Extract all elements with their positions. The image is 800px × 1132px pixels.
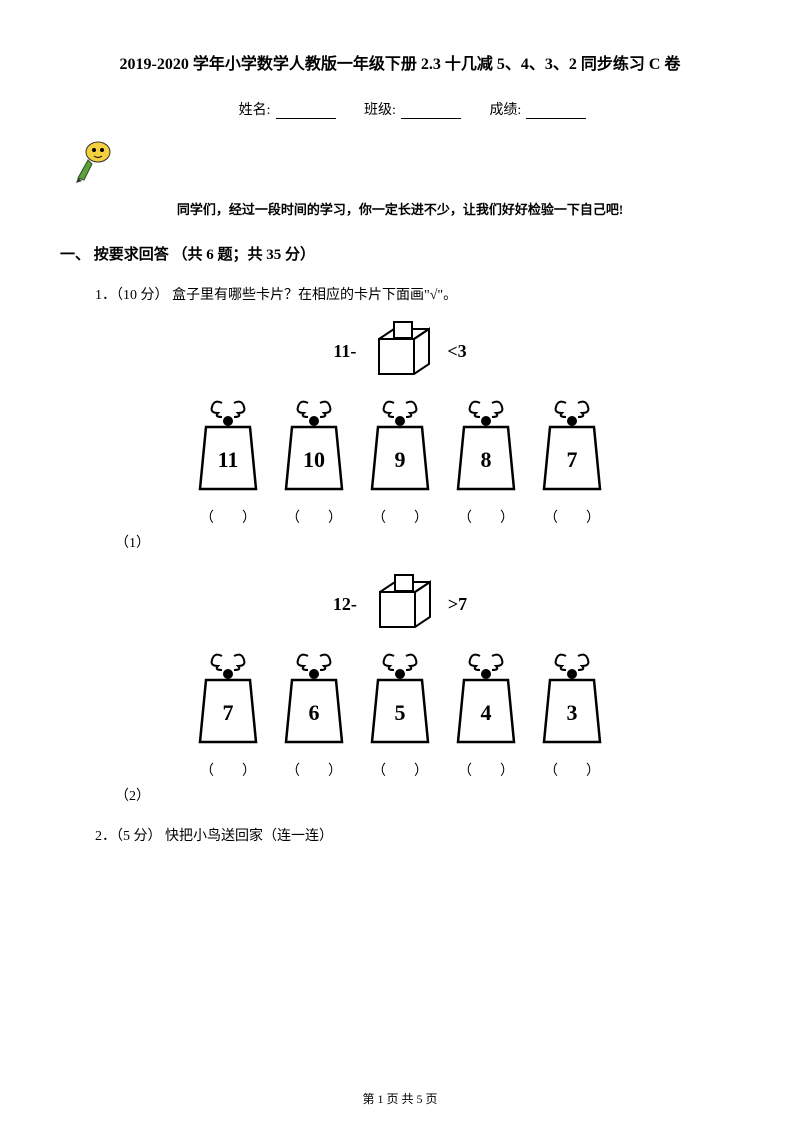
card-item: 9 (366, 399, 434, 499)
svg-text:9: 9 (395, 447, 406, 472)
intro-text: 同学们，经过一段时间的学习，你一定长进不少，让我们好好检验一下自己吧! (60, 199, 740, 218)
paren-row-1: （ ） （ ） （ ） （ ） （ ） (60, 507, 740, 527)
expr-right-1: <3 (447, 341, 466, 362)
svg-text:8: 8 (481, 447, 492, 472)
svg-text:6: 6 (309, 700, 320, 725)
expr-left-1: 11- (333, 341, 356, 362)
answer-paren[interactable]: （ ） (452, 760, 520, 780)
card-item: 5 (366, 652, 434, 752)
figure-1: 11- <3 11 10 9 8 7 （ ） （ ） （ ） （ ） （ ） (60, 319, 740, 527)
score-blank[interactable] (526, 103, 586, 119)
box-icon (365, 572, 440, 637)
svg-text:11: 11 (218, 447, 239, 472)
answer-paren[interactable]: （ ） (366, 507, 434, 527)
card-item: 7 (538, 399, 606, 499)
answer-paren[interactable]: （ ） (280, 507, 348, 527)
cards-row-2: 7 6 5 4 3 (60, 652, 740, 752)
box-icon (364, 319, 439, 384)
card-item: 6 (280, 652, 348, 752)
svg-text:5: 5 (395, 700, 406, 725)
svg-text:7: 7 (567, 447, 578, 472)
answer-paren[interactable]: （ ） (452, 507, 520, 527)
page-footer: 第 1 页 共 5 页 (0, 1090, 800, 1107)
score-label: 成绩: (489, 103, 521, 118)
paren-row-2: （ ） （ ） （ ） （ ） （ ） (60, 760, 740, 780)
question-2: 2．（5 分） 快把小鸟送回家（连一连） (95, 825, 740, 845)
svg-text:4: 4 (481, 700, 492, 725)
page-title: 2019-2020 学年小学数学人教版一年级下册 2.3 十几减 5、4、3、2… (60, 50, 740, 74)
subquestion-2-label: （2） (115, 785, 740, 805)
class-blank[interactable] (401, 103, 461, 119)
name-blank[interactable] (276, 103, 336, 119)
card-item: 7 (194, 652, 262, 752)
card-item: 11 (194, 399, 262, 499)
name-label: 姓名: (239, 103, 271, 118)
cards-row-1: 11 10 9 8 7 (60, 399, 740, 499)
question-1: 1．（10 分） 盒子里有哪些卡片？在相应的卡片下面画"√"。 (95, 284, 740, 304)
pencil-icon (70, 134, 120, 184)
svg-text:10: 10 (303, 447, 325, 472)
class-label: 班级: (364, 103, 396, 118)
svg-text:3: 3 (567, 700, 578, 725)
section-title: 一、 按要求回答 （共 6 题；共 35 分） (60, 243, 740, 264)
answer-paren[interactable]: （ ） (280, 760, 348, 780)
answer-paren[interactable]: （ ） (538, 507, 606, 527)
card-item: 3 (538, 652, 606, 752)
box-expression-2: 12- >7 (60, 572, 740, 637)
answer-paren[interactable]: （ ） (194, 760, 262, 780)
figure-2: 12- >7 7 6 5 4 3 （ ） （ ） （ ） （ ） （ ） (60, 572, 740, 780)
card-item: 4 (452, 652, 520, 752)
subquestion-1-label: （1） (115, 532, 740, 552)
box-expression-1: 11- <3 (60, 319, 740, 384)
answer-paren[interactable]: （ ） (538, 760, 606, 780)
answer-paren[interactable]: （ ） (366, 760, 434, 780)
info-row: 姓名: 班级: 成绩: (60, 99, 740, 119)
expr-left-2: 12- (333, 594, 357, 615)
card-item: 8 (452, 399, 520, 499)
expr-right-2: >7 (448, 594, 467, 615)
answer-paren[interactable]: （ ） (194, 507, 262, 527)
svg-text:7: 7 (223, 700, 234, 725)
card-item: 10 (280, 399, 348, 499)
